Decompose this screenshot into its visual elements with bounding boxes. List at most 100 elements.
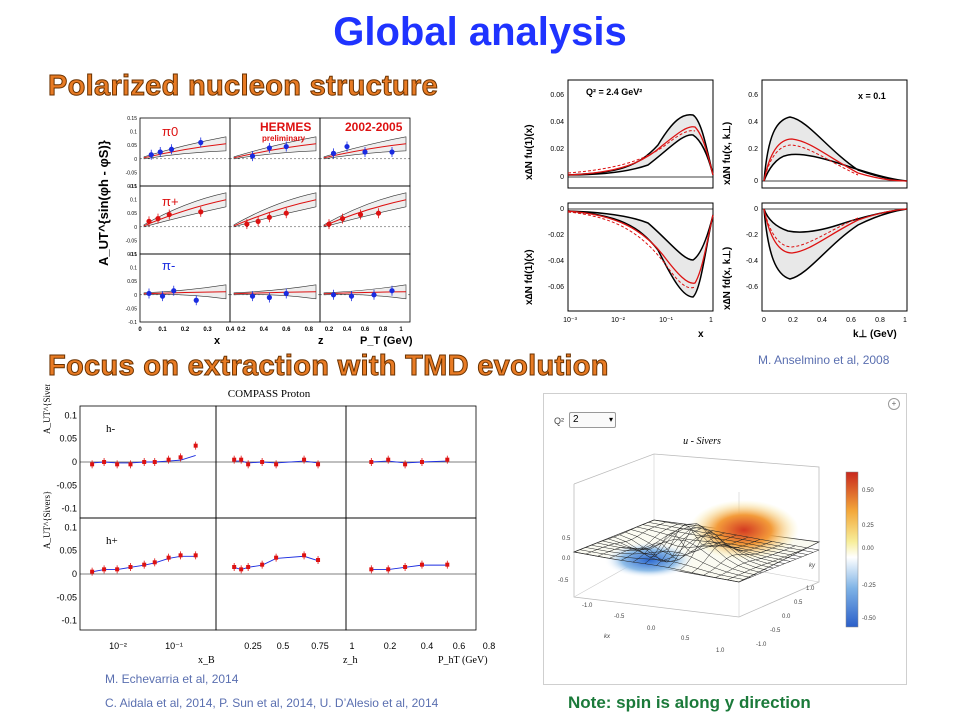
hermes-ytick: 0.1: [130, 198, 137, 204]
mesh-line: [642, 524, 808, 555]
xlabel-pt: P_hT (GeV): [438, 655, 488, 666]
xtick-log-0: 10⁻³: [563, 317, 577, 324]
kx-tick-2: 0.0: [647, 626, 656, 632]
hermes-xtick: 0.2: [181, 327, 190, 333]
xtick-k-5: 1: [903, 317, 907, 324]
cbar-tick-2: 0.00: [862, 546, 874, 552]
hermes-preliminary: preliminary: [262, 134, 306, 143]
hermes-years: 2002-2005: [345, 120, 403, 134]
ytick-d-3: -0.06: [548, 284, 564, 291]
ytick-d-0: 0: [560, 206, 564, 213]
hermes-ytick: -0.1: [128, 320, 137, 326]
hermes-ytick: -0.1: [128, 252, 137, 258]
hermes-data-point: [389, 149, 395, 155]
xtick-log-2: 10⁻¹: [659, 317, 673, 324]
ytick-kd-3: -0.6: [746, 284, 758, 291]
surface-plot: u - Sivers 0.50 0.25 0.00 -0.25 -0.50 0.…: [558, 436, 876, 654]
compass-data-point: [128, 565, 133, 569]
mesh-line: [691, 541, 772, 573]
compass-title: COMPASS Proton: [228, 388, 311, 400]
mesh-line: [727, 547, 808, 581]
compass-data-point: [302, 457, 307, 462]
hermes-data-point: [155, 216, 161, 222]
compass-ytick: -0.1: [61, 504, 77, 514]
xtick-xb-1: 10⁻¹: [165, 641, 183, 651]
hermes-label: HERMES: [260, 120, 311, 134]
cbar-tick-4: -0.50: [862, 616, 876, 622]
compass-data-point: [102, 567, 107, 572]
hermes-ytick: 0: [134, 225, 137, 231]
label-x: x = 0.1: [858, 91, 886, 101]
compass-data-point: [369, 567, 374, 572]
hermes-xtick: 0.8: [379, 327, 388, 333]
ky-tick-0: 1.0: [806, 586, 815, 592]
mesh-line: [715, 545, 796, 578]
hermes-data-point: [330, 292, 337, 298]
hermes-data-point: [193, 297, 199, 303]
ytick-ku-2: 0.2: [748, 146, 758, 153]
hermes-data-point: [330, 150, 337, 156]
hermes-data-point: [249, 293, 256, 299]
compass-data-point: [302, 553, 307, 558]
hermes-xtick: 0.1: [158, 327, 167, 333]
ytick-ku-3: 0: [754, 178, 758, 185]
compass-data-point: [274, 462, 279, 467]
ytick-ku-0: 0.6: [748, 92, 758, 99]
hermes-ytick: 0.05: [127, 279, 137, 285]
hermes-data-point: [283, 143, 289, 150]
ytick-kd-1: -0.2: [746, 232, 758, 239]
panel-options-icon[interactable]: +: [888, 398, 900, 410]
mesh-line: [738, 549, 820, 583]
compass-data-point: [246, 565, 251, 569]
compass-data-point: [90, 462, 95, 467]
hermes-data-point: [266, 145, 272, 151]
hermes-xtick: 0: [138, 327, 142, 333]
kx-tick-4: 1.0: [716, 648, 725, 654]
hermes-ytick: 0: [134, 293, 137, 299]
hermes-data-point: [157, 149, 163, 155]
xtick-xb-0: 10⁻²: [109, 641, 127, 651]
mesh-line: [648, 522, 814, 553]
hermes-chart: A_UT^{sin(φh - φS)} 0.15 0.1 0.05 0 -0.05 -0.…: [96, 116, 413, 347]
hermes-ytick: 0.1: [130, 130, 137, 136]
row-label-piplus: π+: [162, 194, 179, 209]
hermes-data-point: [375, 210, 382, 216]
chevron-down-icon: ▾: [608, 415, 613, 424]
citation-aidala: C. Aidala et al, 2014, P. Sun et al, 201…: [105, 696, 439, 710]
compass-ytick: -0.05: [56, 592, 77, 602]
surface-title: u - Sivers: [683, 436, 721, 447]
compass-data-point: [193, 553, 198, 558]
hermes-data-point: [159, 293, 166, 299]
label-q2: Q² = 2.4 GeV²: [586, 87, 642, 97]
hermes-data-point: [146, 290, 152, 297]
xtick-k-1: 0.2: [788, 317, 798, 324]
panel-fd: [567, 202, 714, 312]
xtick-k-3: 0.6: [846, 317, 856, 324]
xlabel-xb: x_B: [198, 655, 215, 666]
hermes-data-point: [266, 214, 272, 220]
mesh-line: [631, 529, 797, 560]
panel-fu-k: [761, 79, 908, 189]
ytick-kd-2: -0.4: [746, 258, 758, 265]
ytick-d-1: -0.02: [548, 232, 564, 239]
hermes-ytick: 0: [134, 157, 137, 163]
hermes-data-point: [326, 221, 332, 227]
q2-control-label: Q²: [554, 416, 564, 426]
compass-ytick: 0.05: [59, 546, 77, 556]
z-tick-2: -0.5: [558, 578, 569, 584]
hermes-ytick: -0.05: [126, 170, 138, 176]
ky-tick-4: -1.0: [756, 642, 767, 648]
cbar-tick-1: 0.25: [862, 523, 874, 529]
compass-data-point: [142, 562, 147, 567]
ky-tick-3: -0.5: [770, 628, 781, 634]
mesh-line: [653, 519, 820, 551]
ky-label: ky: [809, 563, 816, 569]
q2-select[interactable]: 2 ▾: [569, 412, 616, 428]
hermes-data-point: [198, 139, 204, 146]
compass-data-point: [90, 569, 95, 574]
spin-note: Note: spin is along y direction: [568, 693, 811, 712]
xtick-pt-3: 0.8: [483, 641, 496, 651]
hermes-xlabel-pt: P_T (GeV): [360, 335, 413, 347]
xlabel-zh: z_h: [343, 655, 357, 666]
xtick-k-2: 0.4: [817, 317, 827, 324]
